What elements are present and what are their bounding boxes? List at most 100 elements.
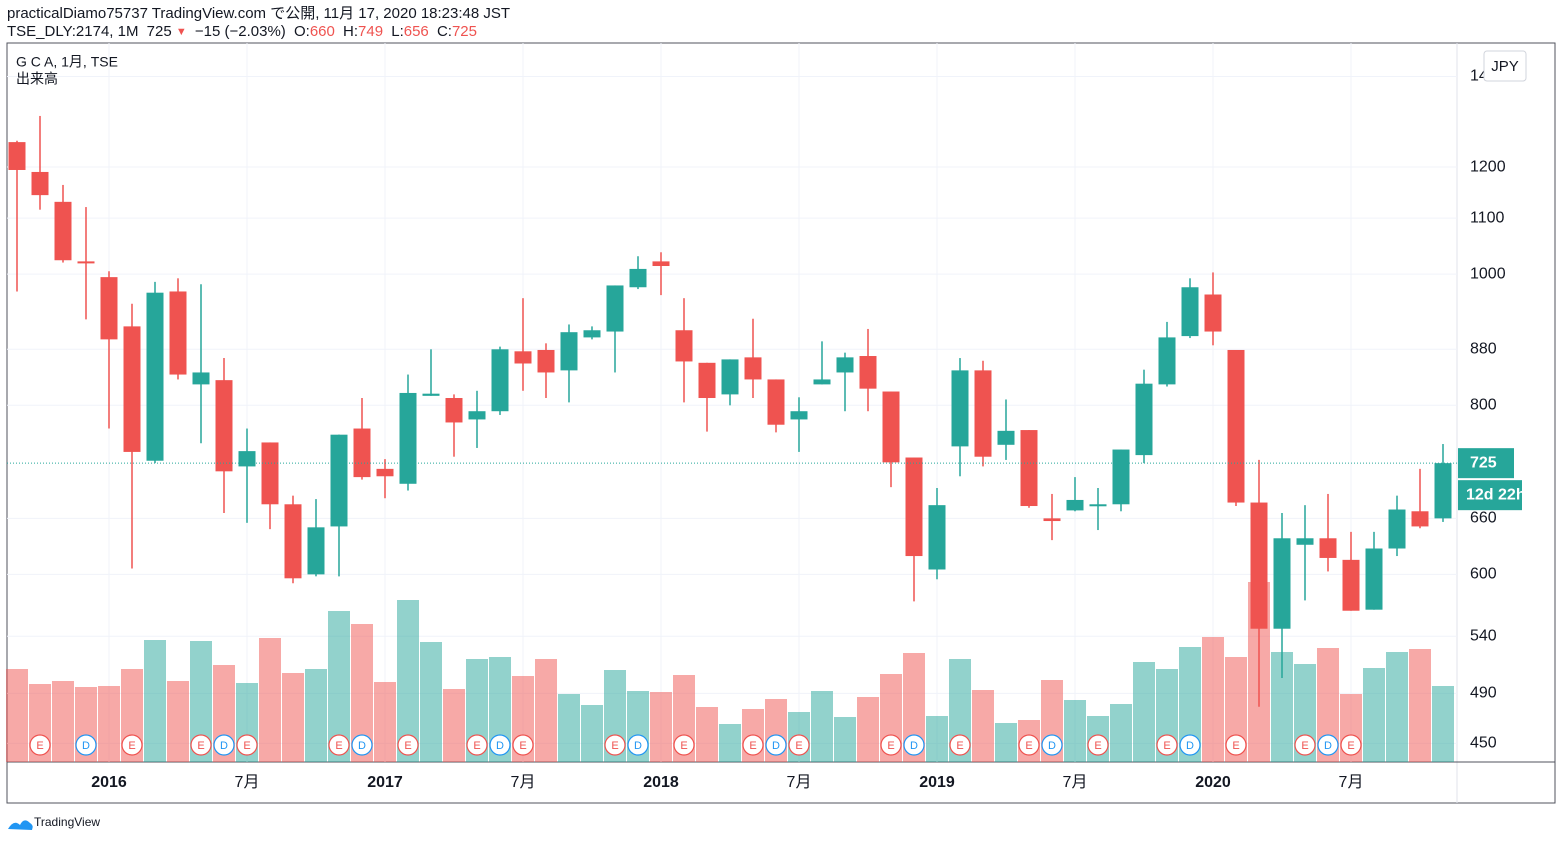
candle-body [606, 285, 624, 332]
ohlc-label: O: [294, 23, 310, 40]
candle-body [652, 261, 670, 267]
event-marker [1340, 734, 1362, 756]
event-marker [903, 734, 925, 756]
volume-bar [1363, 668, 1385, 762]
event-label: E [1347, 740, 1354, 752]
volume-bar [535, 659, 557, 762]
event-marker [949, 734, 971, 756]
event-label: E [473, 740, 480, 752]
volume-label: 出来高 [16, 71, 58, 87]
volume-bar [1133, 662, 1155, 762]
volume-bar [834, 717, 856, 762]
event-label: D [1048, 740, 1056, 752]
x-tick-label: 2018 [643, 774, 679, 791]
candle-body [31, 171, 49, 196]
event-label: E [404, 740, 411, 752]
event-label: D [496, 740, 504, 752]
candle-body [353, 428, 371, 478]
currency[interactable]: JPY [1491, 58, 1519, 75]
countdown-tag [1458, 480, 1522, 511]
candle-body [1089, 504, 1107, 507]
candle-body [1204, 294, 1222, 332]
y-tick-label: 1200 [1470, 158, 1506, 175]
event-label: E [128, 740, 135, 752]
candle-body [1273, 538, 1291, 629]
volume-bar [719, 724, 741, 762]
event-marker [489, 734, 511, 756]
volume-bar [443, 689, 465, 762]
candle-body [238, 451, 256, 467]
volume-bar [857, 697, 879, 762]
y-tick-label: 880 [1470, 341, 1497, 358]
candle-body [123, 326, 141, 452]
event-label: E [611, 740, 618, 752]
event-marker [190, 734, 212, 756]
event-marker [1018, 734, 1040, 756]
volume-bar [696, 707, 718, 762]
y-tick-label: 1100 [1470, 209, 1505, 226]
event-marker [512, 734, 534, 756]
currency-button[interactable] [1483, 50, 1527, 82]
event-marker [788, 734, 810, 756]
publisher: practicalDiamo75737 TradingView.com で公開,… [7, 5, 510, 22]
volume-bar [167, 681, 189, 762]
volume-bar [328, 611, 350, 762]
ohlc-value: 749 [358, 23, 383, 40]
candle-body [399, 392, 417, 484]
event-label: D [358, 740, 366, 752]
event-marker [397, 734, 419, 756]
event-marker [1225, 734, 1247, 756]
candle-body [675, 330, 693, 362]
x-tick-label: 2016 [91, 774, 127, 791]
candle-body [1020, 430, 1038, 507]
y-tick-label: 800 [1470, 397, 1497, 414]
candle-body [537, 349, 555, 373]
candle-body [1434, 463, 1452, 519]
chart-frame [6, 42, 1556, 804]
y-tick-label: 600 [1470, 566, 1497, 583]
candle-body [1250, 502, 1268, 629]
volume-bar [190, 641, 212, 762]
symbol: TSE_DLY:2174, 1M [7, 23, 138, 40]
candle-body [560, 332, 578, 371]
candle-body [1296, 538, 1314, 545]
event-marker [213, 734, 235, 756]
event-label: E [1163, 740, 1170, 752]
y-tick-label: 450 [1470, 735, 1497, 752]
volume-bar [558, 694, 580, 762]
volume-bar [1271, 652, 1293, 762]
event-label: E [749, 740, 756, 752]
candle-body [721, 359, 739, 395]
price: 725 [147, 23, 172, 40]
volume-bar [972, 690, 994, 762]
volume-bar [1179, 647, 1201, 762]
candle-body [813, 379, 831, 385]
event-marker [604, 734, 626, 756]
footer-logo [8, 820, 33, 830]
event-marker [121, 734, 143, 756]
event-label: E [36, 740, 43, 752]
volume-bar [282, 673, 304, 762]
candle-body [468, 411, 486, 420]
candle-body [882, 391, 900, 463]
candle-body [1112, 449, 1130, 505]
candle-body [284, 504, 302, 579]
candle-body [1342, 559, 1360, 611]
volume-bar [397, 600, 419, 762]
candle-body [376, 468, 394, 477]
x-tick-label: 2020 [1195, 774, 1231, 791]
candle-body [583, 330, 601, 338]
candle-body [1158, 337, 1176, 385]
candle-body [491, 349, 509, 412]
event-label: D [634, 740, 642, 752]
event-label: E [335, 740, 342, 752]
candle-body [8, 142, 26, 170]
volume-bar [1409, 649, 1431, 762]
candle-body [997, 430, 1015, 445]
volume-bar [259, 638, 281, 762]
candle-body [859, 356, 877, 389]
volume-bar [52, 681, 74, 762]
volume-bar [144, 640, 166, 762]
event-label: E [519, 740, 526, 752]
candle-body [974, 370, 992, 457]
